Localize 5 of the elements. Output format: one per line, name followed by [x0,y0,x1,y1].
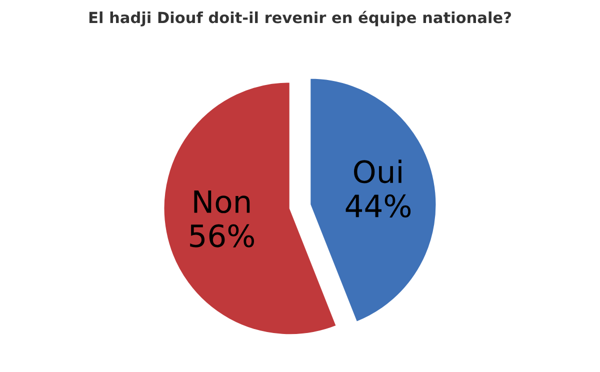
data-label: 44% [346,194,411,218]
data-label: 56% [190,224,254,248]
slice-label: Oui [354,160,402,184]
slice-label: Non [194,190,250,214]
chart-title: El hadji Diouf doit-il revenir en équipe nationale? [89,10,511,26]
